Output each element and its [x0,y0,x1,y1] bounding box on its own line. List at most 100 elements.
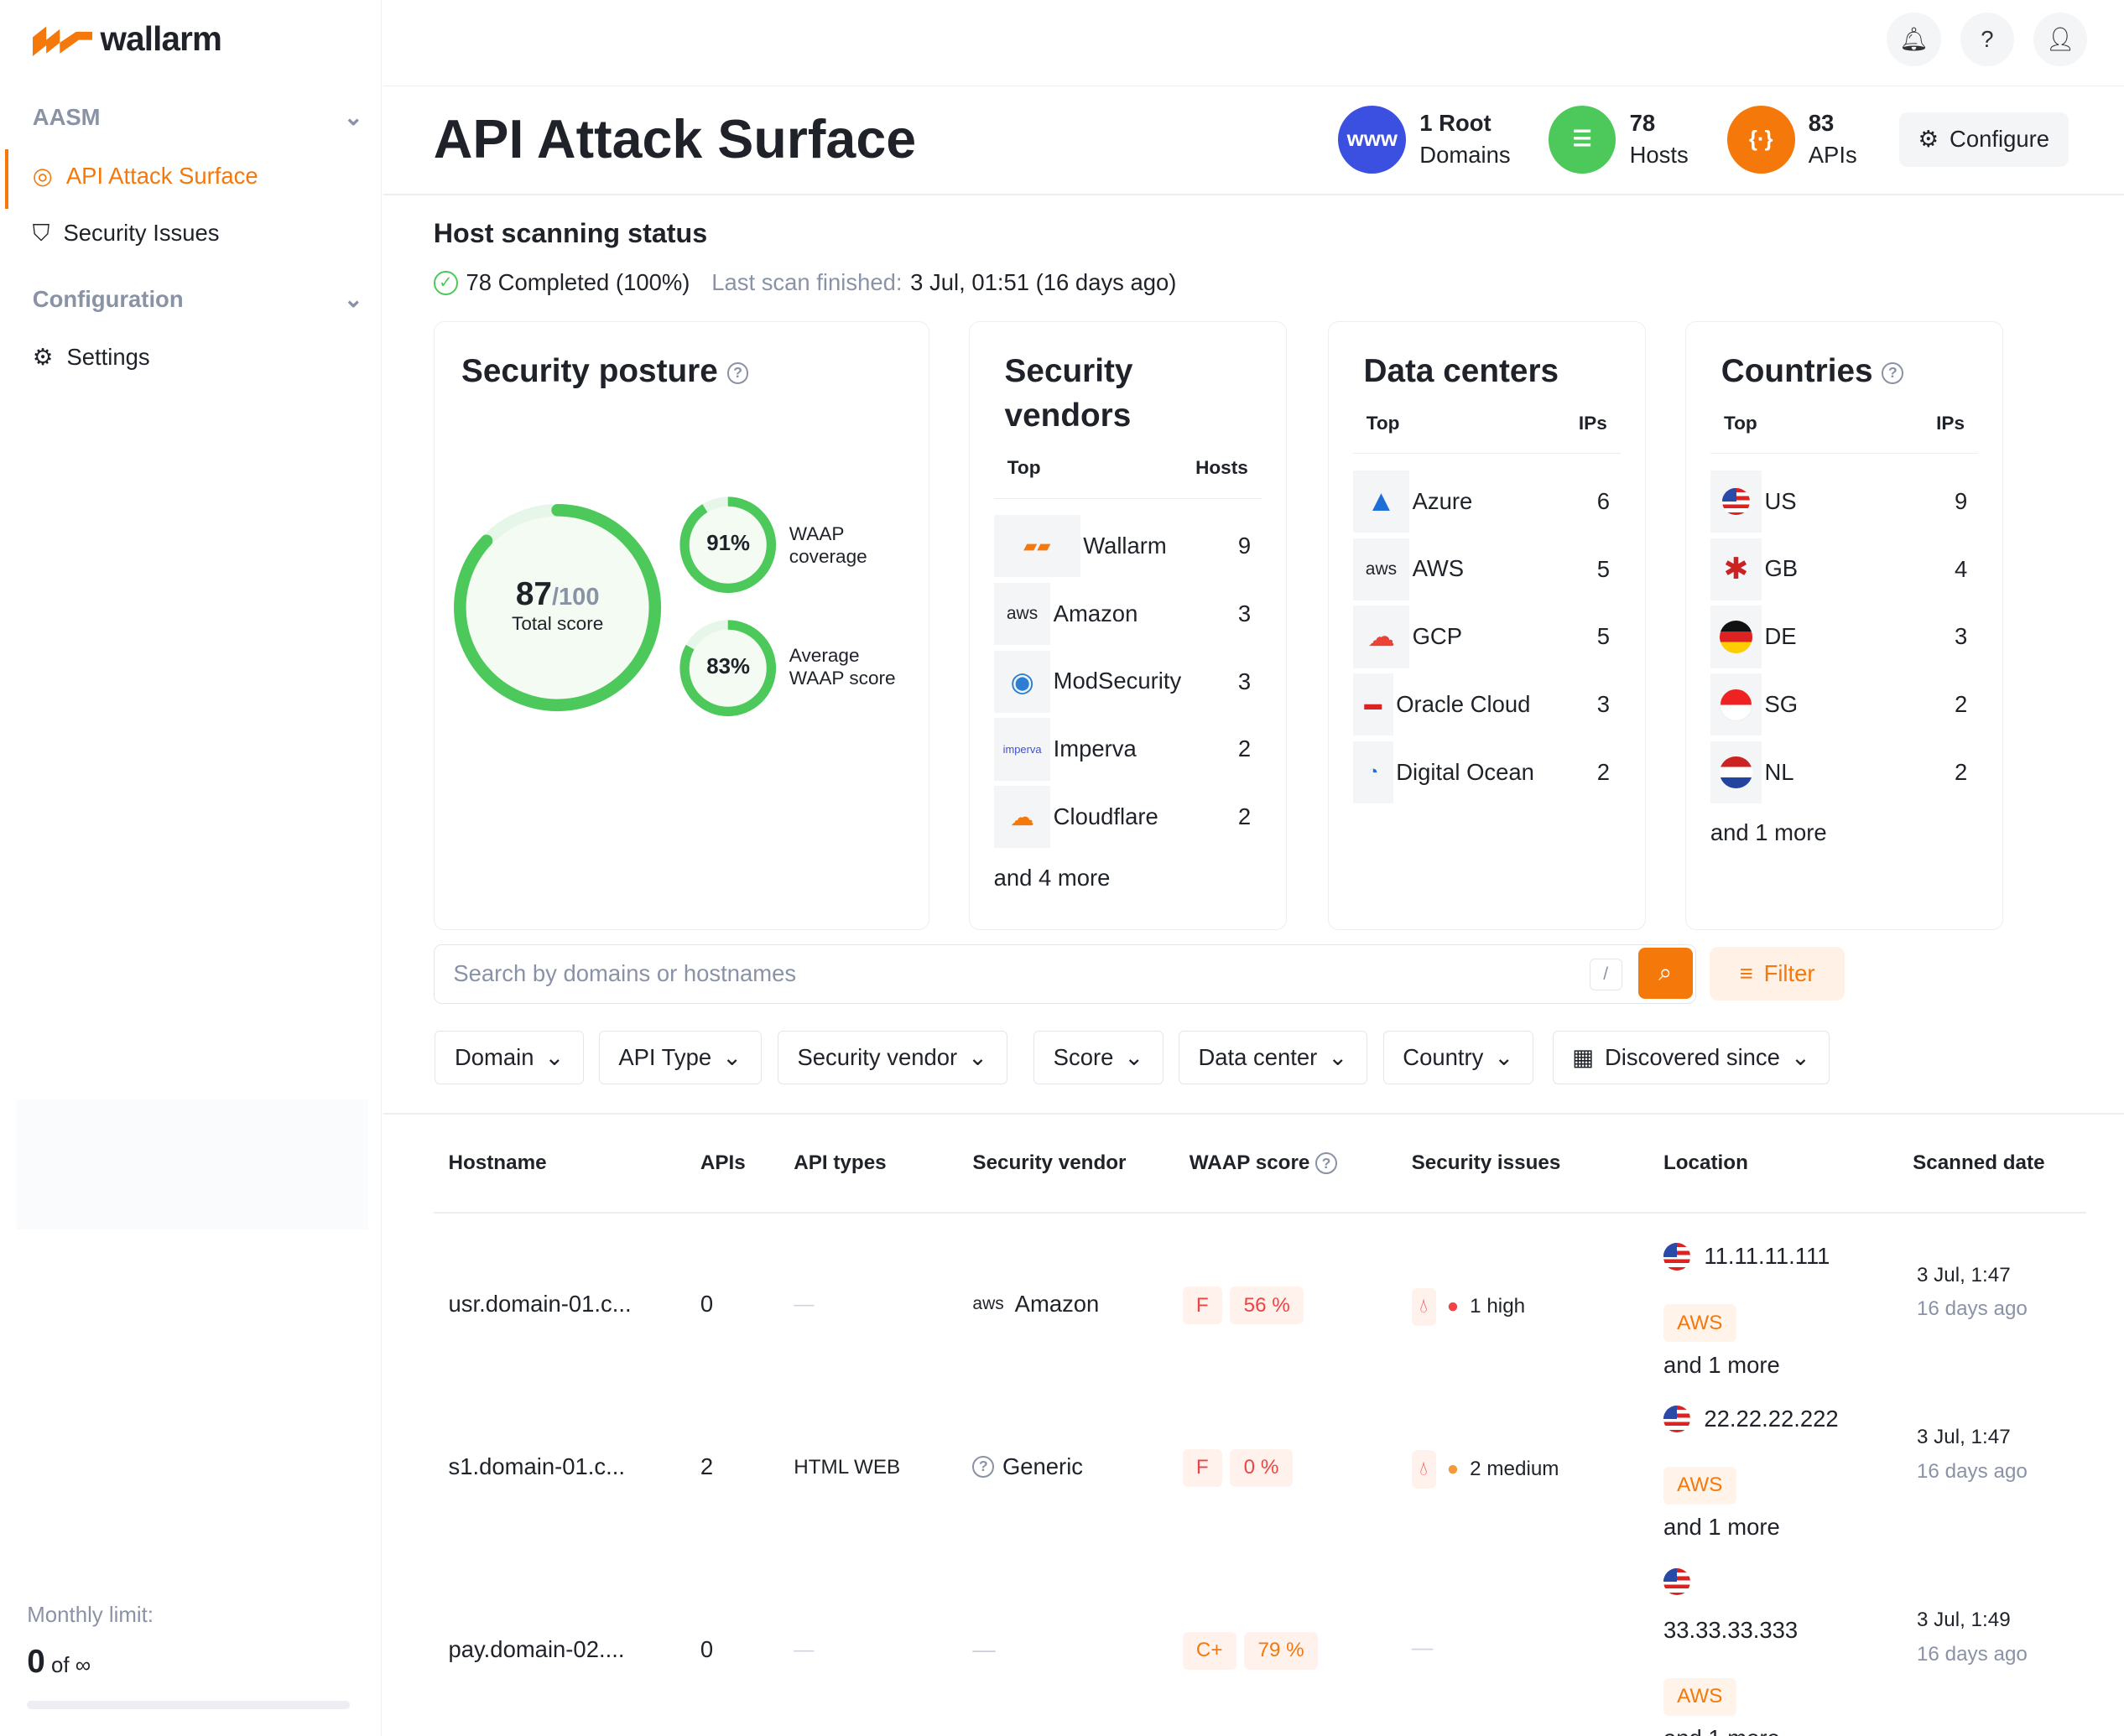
grade-badge: F [1182,1448,1222,1488]
help-icon[interactable]: ? [1315,1152,1337,1175]
stat-hosts[interactable]: ☰ 78 Hosts [1548,105,1689,174]
sidebar-section-aasm[interactable]: AASM ⌄ [33,104,363,131]
discovered-since-dropdown[interactable]: ▦ Discovered since ⌄ [1552,1030,1830,1085]
cloudflare-icon: ☁ [993,786,1051,849]
vendor-row[interactable]: aws Amazon 3 [993,580,1262,648]
flag-de-icon [1710,606,1762,668]
location-more-link[interactable]: and 1 more [1663,1725,1780,1736]
dropdown-label: Country [1403,1044,1484,1071]
vendor-name: Cloudflare [1053,803,1158,829]
security-issues: — [1411,1635,1434,1660]
vendor-row[interactable]: imperva Imperva 2 [993,715,1262,783]
datacenter-row[interactable]: ▬ Oracle Cloud 3 [1352,671,1621,739]
grade-badge: C+ [1182,1631,1236,1671]
api-count: 0 [700,1290,714,1317]
country-dropdown[interactable]: Country ⌄ [1382,1030,1533,1085]
ip-address[interactable]: 22.22.22.222 [1704,1406,1839,1432]
stat-label: Hosts [1629,142,1689,169]
waap-coverage-value: 91% [706,531,750,555]
sidebar-item-security-issues[interactable]: ⛉ Security Issues [33,220,220,247]
limit-of: of ∞ [51,1654,91,1678]
imperva-icon: imperva [993,718,1051,781]
configure-button[interactable]: ⚙ Configure [1898,112,2069,167]
vendors-more-link[interactable]: and 4 more [993,864,1111,891]
col-waap-score[interactable]: WAAP score ? [1190,1151,1337,1175]
flag-sg-icon [1710,673,1762,736]
filter-label: Filter [1763,960,1815,987]
waap-score-ring [679,620,777,717]
sidebar-item-settings[interactable]: ⚙ Settings [33,344,150,371]
hostname[interactable]: pay.domain-02.... [448,1635,625,1662]
vendor-row[interactable]: ☁ Cloudflare 2 [993,783,1262,851]
score-dropdown[interactable]: Score ⌄ [1033,1030,1164,1085]
datacenter-row[interactable]: ▲ Azure 6 [1352,468,1621,536]
datacenter-row[interactable]: ☁ GCP 5 [1352,603,1621,671]
search-icon[interactable]: ⌕ [1637,947,1693,1000]
security-issues[interactable]: 💧︎ ● 1 high [1411,1287,1525,1326]
col-apis[interactable]: APIs [700,1151,746,1174]
completed-count: 78 Completed (100%) [466,269,690,296]
vendor-row[interactable]: ◉ ModSecurity 3 [993,647,1262,715]
country-row[interactable]: NL 2 [1710,739,1978,807]
ip-address[interactable]: 33.33.33.333 [1663,1617,1799,1644]
col-security-vendor[interactable]: Security vendor [972,1151,1127,1174]
hostname[interactable]: usr.domain-01.c... [448,1290,632,1317]
col-ips: IPs [1578,412,1607,434]
top-bar: 🔔︎ ? 👤︎ [383,0,2124,87]
col-hostname[interactable]: Hostname [448,1151,547,1174]
help-icon[interactable]: ? [726,361,749,384]
filter-button[interactable]: ≡ Filter [1709,946,1845,1001]
stat-apis[interactable]: {·} 83 APIs [1726,105,1857,174]
col-security-issues[interactable]: Security issues [1411,1151,1561,1174]
country-count: 3 [1955,623,1968,650]
active-indicator [5,148,8,209]
score-max: /100 [551,584,600,611]
location-more-link[interactable]: and 1 more [1663,1351,1780,1378]
col-scanned-date[interactable]: Scanned date [1913,1151,2045,1174]
gear-icon: ⚙ [32,344,54,371]
vendor-row[interactable]: ▰▰ Wallarm 9 [993,512,1262,580]
country-row[interactable]: DE 3 [1710,603,1978,671]
country-row[interactable]: US 9 [1710,468,1978,536]
security-issues[interactable]: 💧︎ ● 2 medium [1411,1450,1559,1489]
scanned-ago: 16 days ago [1916,1297,2028,1320]
security-vendor-dropdown[interactable]: Security vendor ⌄ [777,1030,1007,1085]
monthly-limit-label: Monthly limit: [27,1603,154,1627]
wallarm-logo[interactable]: wallarm [32,19,222,59]
domain-dropdown[interactable]: Domain ⌄ [435,1030,584,1085]
hostname[interactable]: s1.domain-01.c... [448,1453,625,1479]
location-more-link[interactable]: and 1 more [1663,1514,1780,1541]
countries-more-link[interactable]: and 1 more [1710,819,1827,846]
stat-domains[interactable]: www 1 Root Domains [1338,105,1511,174]
col-api-types[interactable]: API types [794,1151,887,1174]
datacenter-name: AWS [1412,555,1465,582]
datacenter-row[interactable]: aws AWS 5 [1352,535,1621,603]
country-name: DE [1764,623,1797,650]
section-label: Configuration [32,285,184,312]
help-icon[interactable]: ? [1960,12,2015,67]
country-row[interactable]: ✱ GB 4 [1710,535,1978,603]
score-value: 87 [515,576,552,613]
datacenter-count: 5 [1596,623,1610,650]
datacenter-row[interactable]: ◔ Digital Ocean 2 [1352,739,1621,807]
flag-us-icon [1663,1406,1691,1433]
sidebar-section-configuration[interactable]: Configuration ⌄ [33,286,363,313]
sidebar-item-api-attack-surface[interactable]: ◎ API Attack Surface [33,163,258,190]
flag-us-icon [1663,1567,1691,1596]
search-input[interactable]: Search by domains or hostnames / ⌕ [433,943,1696,1004]
help-icon[interactable]: ? [1882,361,1904,384]
dropdown-label: Domain [454,1044,534,1071]
vendor-name: — [972,1635,996,1662]
datacenter-badge: AWS [1663,1677,1736,1716]
scanned-ago: 16 days ago [1916,1459,2028,1483]
country-count: 9 [1955,487,1968,514]
card-title: Data centers [1363,352,1559,389]
col-location[interactable]: Location [1663,1151,1748,1174]
notifications-bell-icon[interactable]: 🔔︎ [1887,12,1941,67]
ip-address[interactable]: 11.11.11.111 [1704,1243,1830,1270]
api-type-dropdown[interactable]: API Type ⌄ [598,1030,762,1085]
user-icon[interactable]: 👤︎ [2033,12,2088,67]
sidebar-placeholder [16,1099,369,1230]
country-row[interactable]: SG 2 [1710,671,1978,739]
data-center-dropdown[interactable]: Data center ⌄ [1178,1030,1367,1085]
